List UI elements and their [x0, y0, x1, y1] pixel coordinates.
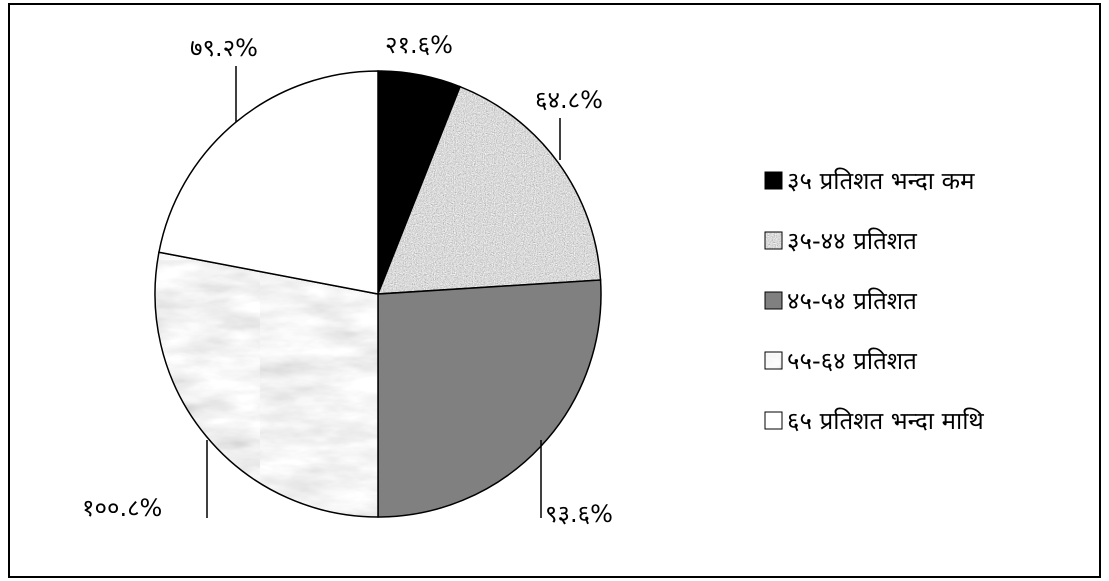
legend-swatch	[764, 411, 783, 430]
legend-item: ३५ प्रतिशत भन्दा कम	[764, 167, 975, 195]
pie-slice	[158, 70, 379, 295]
legend-swatch	[764, 291, 783, 310]
slice-data-label: ९३.६%	[545, 500, 613, 528]
legend-swatch	[764, 351, 783, 370]
legend-swatch	[764, 171, 783, 190]
slice-data-label: १००.८%	[82, 494, 162, 522]
legend-label: ३५-४४ प्रतिशत	[787, 227, 918, 255]
legend-label: ४५-५४ प्रतिशत	[787, 287, 918, 315]
legend-item: ४५-५४ प्रतिशत	[764, 287, 918, 315]
legend-label: ६५ प्रतिशत भन्दा माथि	[787, 407, 984, 435]
legend-label: ३५ प्रतिशत भन्दा कम	[787, 167, 975, 195]
pie-slice	[377, 279, 602, 518]
slice-data-label: २१.६%	[385, 31, 453, 59]
legend-item: ५५-६४ प्रतिशत	[764, 347, 918, 375]
pie-slice	[154, 251, 379, 518]
legend-item: ३५-४४ प्रतिशत	[764, 227, 918, 255]
slice-data-label: ७९.२%	[190, 34, 258, 62]
legend-label: ५५-६४ प्रतिशत	[787, 347, 918, 375]
legend-item: ६५ प्रतिशत भन्दा माथि	[764, 407, 984, 435]
pie-slice	[376, 85, 602, 295]
slice-data-label: ६४.८%	[535, 86, 603, 114]
legend-swatch	[764, 231, 783, 250]
